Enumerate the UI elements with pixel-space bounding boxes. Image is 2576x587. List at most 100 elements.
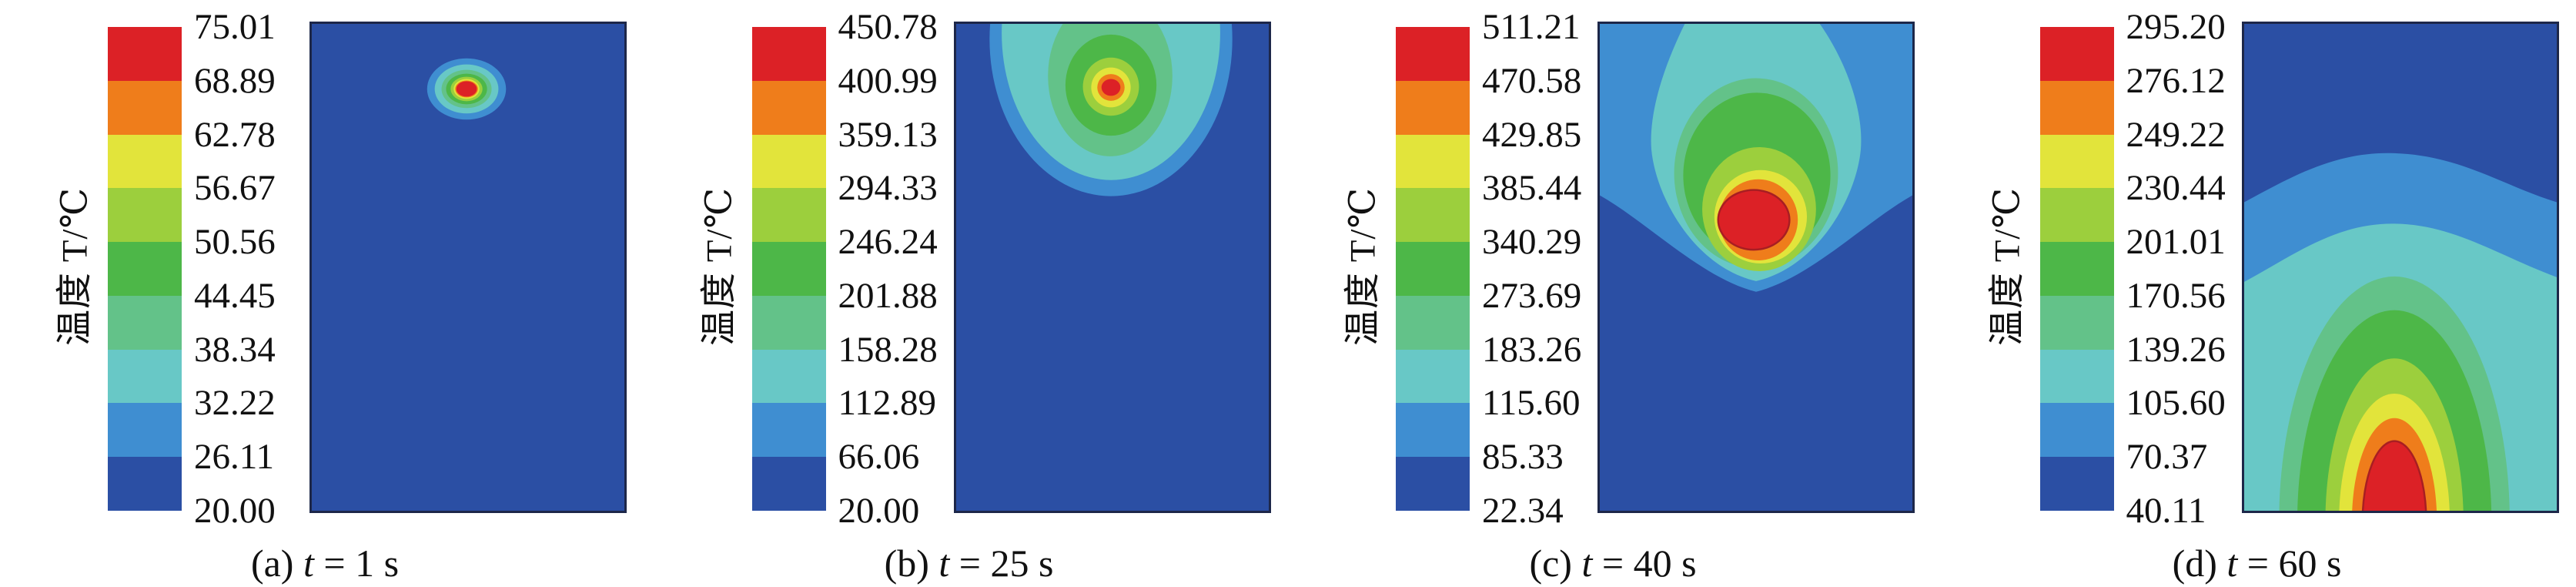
panel-d: 温度 T/℃ 295.20 276.12 249.22 230.44 201.0… xyxy=(1932,0,2576,587)
panel-caption-d: (d) t = 60 s xyxy=(1955,541,2559,585)
caption-time-symbol: t xyxy=(2226,542,2238,585)
contour-hotspot-red xyxy=(2361,440,2427,511)
colorbar-tick: 20.00 xyxy=(838,491,920,531)
colorbar-band-sea-green xyxy=(108,295,182,350)
colorbar-tick: 294.33 xyxy=(838,168,938,208)
colorbar-axis-label-a: 温度 T/℃ xyxy=(55,186,95,347)
colorbar-band-teal xyxy=(108,349,182,404)
contour-hotspot-red xyxy=(456,81,477,97)
colorbar-tick: 115.60 xyxy=(1482,383,1581,423)
caption-index: (d) xyxy=(2172,542,2227,585)
colorbar-band-blue xyxy=(108,403,182,458)
colorbar-band-green xyxy=(751,242,826,296)
contour-hotspot-red xyxy=(1101,79,1120,96)
colorbar-tick: 246.24 xyxy=(838,222,938,262)
colorbar-band-dark-blue xyxy=(1396,457,1470,512)
colorbar-band-green xyxy=(1396,242,1470,296)
colorbar-tick: 22.34 xyxy=(1482,491,1564,531)
colorbar-band-yellow-green xyxy=(1396,188,1470,243)
contour-plot-a-svg xyxy=(312,24,624,511)
contour-plot-b-svg xyxy=(955,24,1269,511)
colorbar-tick: 26.11 xyxy=(194,437,275,477)
colorbar-band-dark-blue xyxy=(751,457,826,512)
colorbar-band-orange xyxy=(2039,80,2114,135)
colorbar-d xyxy=(2039,27,2114,512)
caption-index: (a) xyxy=(250,542,303,585)
colorbar-ticks-a: 75.01 68.89 62.78 56.67 50.56 44.45 38.3… xyxy=(194,7,309,531)
colorbar-band-orange xyxy=(751,80,826,135)
colorbar-band-sea-green xyxy=(1396,295,1470,350)
colorbar-band-red xyxy=(108,27,182,81)
colorbar-tick: 50.56 xyxy=(194,222,276,262)
colorbar-tick: 112.89 xyxy=(838,383,937,423)
contour-plot-c xyxy=(1597,22,1915,513)
cold-region-dark-blue xyxy=(1600,195,1912,511)
colorbar-band-dark-blue xyxy=(108,457,182,512)
contour-plot-a xyxy=(309,22,627,513)
caption-time-value: = 40 s xyxy=(1592,542,1697,585)
colorbar-tick: 85.33 xyxy=(1482,437,1564,477)
colorbar-tick: 201.88 xyxy=(838,276,938,316)
colorbar-tick: 470.58 xyxy=(1482,61,1582,101)
caption-time-value: = 60 s xyxy=(2237,542,2342,585)
colorbar-band-yellow-green xyxy=(2039,188,2114,243)
colorbar-tick: 249.22 xyxy=(2126,115,2226,155)
caption-time-symbol: t xyxy=(1581,542,1593,585)
colorbar-ticks-d: 295.20 276.12 249.22 230.44 201.01 170.5… xyxy=(2126,7,2242,531)
colorbar-tick: 450.78 xyxy=(838,7,938,47)
colorbar-a xyxy=(108,27,182,512)
caption-time-value: = 25 s xyxy=(949,542,1054,585)
colorbar-c xyxy=(1396,27,1470,512)
colorbar-tick: 32.22 xyxy=(194,383,276,423)
colorbar-band-yellow-green xyxy=(751,188,826,243)
colorbar-band-dark-blue xyxy=(2039,457,2114,512)
colorbar-band-yellow xyxy=(1396,134,1470,189)
panel-caption-a: (a) t = 1 s xyxy=(23,541,627,585)
panel-a: 温度 T/℃ 75.01 68.89 62.78 56.67 50.56 44.… xyxy=(0,0,644,587)
colorbar-band-blue xyxy=(751,403,826,458)
colorbar-band-yellow xyxy=(751,134,826,189)
colorbar-band-green xyxy=(2039,242,2114,296)
colorbar-tick: 385.44 xyxy=(1482,168,1582,208)
caption-time-symbol: t xyxy=(303,542,314,585)
panel-caption-b: (b) t = 25 s xyxy=(667,541,1271,585)
colorbar-band-sea-green xyxy=(751,295,826,350)
colorbar-tick: 276.12 xyxy=(2126,61,2226,101)
colorbar-tick: 273.69 xyxy=(1482,276,1582,316)
colorbar-band-blue xyxy=(2039,403,2114,458)
colorbar-tick: 70.37 xyxy=(2126,437,2208,477)
colorbar-band-orange xyxy=(1396,80,1470,135)
colorbar-tick: 66.06 xyxy=(838,437,920,477)
colorbar-axis-label-b: 温度 T/℃ xyxy=(699,186,739,347)
colorbar-tick: 38.34 xyxy=(194,330,276,370)
colorbar-tick: 40.11 xyxy=(2126,491,2206,531)
colorbar-band-red xyxy=(751,27,826,81)
colorbar-axis-label-d: 温度 T/℃ xyxy=(1987,186,2027,347)
colorbar-band-yellow-green xyxy=(108,188,182,243)
colorbar-b xyxy=(751,27,826,512)
colorbar-tick: 511.21 xyxy=(1482,7,1581,47)
colorbar-tick: 340.29 xyxy=(1482,222,1582,262)
contour-plot-b xyxy=(953,22,1271,513)
colorbar-ticks-c: 511.21 470.58 429.85 385.44 340.29 273.6… xyxy=(1482,7,1597,531)
colorbar-tick: 158.28 xyxy=(838,330,938,370)
colorbar-tick: 44.45 xyxy=(194,276,276,316)
colorbar-ticks-b: 450.78 400.99 359.13 294.33 246.24 201.8… xyxy=(838,7,954,531)
colorbar-band-teal xyxy=(1396,349,1470,404)
colorbar-tick: 359.13 xyxy=(838,115,938,155)
colorbar-band-yellow xyxy=(2039,134,2114,189)
colorbar-band-red xyxy=(1396,27,1470,81)
cold-band-dark-blue xyxy=(2243,24,2557,203)
colorbar-tick: 170.56 xyxy=(2126,276,2226,316)
colorbar-tick: 295.20 xyxy=(2126,7,2226,47)
caption-time-symbol: t xyxy=(938,542,950,585)
colorbar-tick: 139.26 xyxy=(2126,330,2226,370)
panel-c: 温度 T/℃ 511.21 470.58 429.85 385.44 340.2… xyxy=(1288,0,1932,587)
colorbar-tick: 20.00 xyxy=(194,491,276,531)
colorbar-tick: 56.67 xyxy=(194,168,276,208)
contour-plot-c-svg xyxy=(1600,24,1912,511)
contour-hotspot-red xyxy=(1717,189,1791,251)
colorbar-tick: 68.89 xyxy=(194,61,276,101)
colorbar-tick: 75.01 xyxy=(194,7,276,47)
